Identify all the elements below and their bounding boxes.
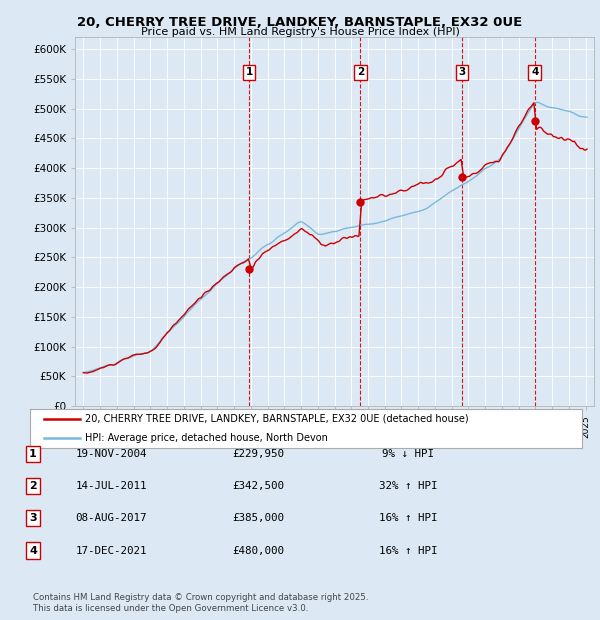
Text: 1: 1 xyxy=(29,449,37,459)
Text: Contains HM Land Registry data © Crown copyright and database right 2025.
This d: Contains HM Land Registry data © Crown c… xyxy=(33,593,368,613)
Text: 32% ↑ HPI: 32% ↑ HPI xyxy=(379,481,437,491)
Text: 16% ↑ HPI: 16% ↑ HPI xyxy=(379,546,437,556)
Text: 2: 2 xyxy=(356,67,364,78)
Text: 4: 4 xyxy=(29,546,37,556)
Text: £342,500: £342,500 xyxy=(232,481,284,491)
Text: 16% ↑ HPI: 16% ↑ HPI xyxy=(379,513,437,523)
Text: 1: 1 xyxy=(245,67,253,78)
Text: Price paid vs. HM Land Registry's House Price Index (HPI): Price paid vs. HM Land Registry's House … xyxy=(140,27,460,37)
Text: £229,950: £229,950 xyxy=(232,449,284,459)
Text: £385,000: £385,000 xyxy=(232,513,284,523)
Text: HPI: Average price, detached house, North Devon: HPI: Average price, detached house, Nort… xyxy=(85,433,328,443)
Text: 20, CHERRY TREE DRIVE, LANDKEY, BARNSTAPLE, EX32 0UE: 20, CHERRY TREE DRIVE, LANDKEY, BARNSTAP… xyxy=(77,16,523,29)
Text: 2: 2 xyxy=(29,481,37,491)
Text: 9% ↓ HPI: 9% ↓ HPI xyxy=(382,449,434,459)
Text: 3: 3 xyxy=(458,67,466,78)
Text: 14-JUL-2011: 14-JUL-2011 xyxy=(75,481,147,491)
Text: 20, CHERRY TREE DRIVE, LANDKEY, BARNSTAPLE, EX32 0UE (detached house): 20, CHERRY TREE DRIVE, LANDKEY, BARNSTAP… xyxy=(85,414,469,424)
Text: £480,000: £480,000 xyxy=(232,546,284,556)
Text: 4: 4 xyxy=(531,67,538,78)
Text: 08-AUG-2017: 08-AUG-2017 xyxy=(75,513,147,523)
Text: 19-NOV-2004: 19-NOV-2004 xyxy=(75,449,147,459)
Text: 17-DEC-2021: 17-DEC-2021 xyxy=(75,546,147,556)
Text: 3: 3 xyxy=(29,513,37,523)
